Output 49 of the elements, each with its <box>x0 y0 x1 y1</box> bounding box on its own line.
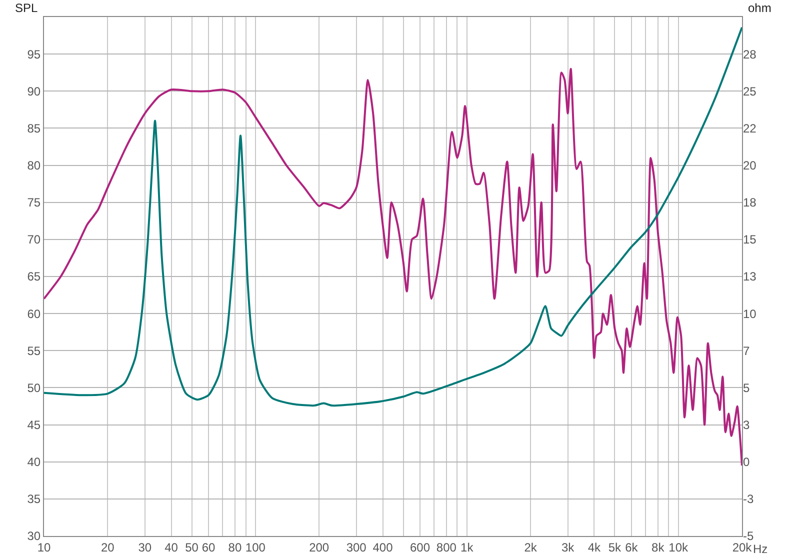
x-tick-label: 4k <box>588 540 602 554</box>
y-tick-label: 85 <box>27 121 41 136</box>
y-tick-label: 60 <box>27 306 41 321</box>
y2-tick-label: 25 <box>743 84 757 98</box>
y-tick-label: 35 <box>27 492 41 506</box>
y2-tick-label: 20 <box>743 158 757 172</box>
y2-tick-label: 3 <box>743 418 750 432</box>
x-tick-label: 600 <box>410 540 430 554</box>
y2-tick-label: -3 <box>743 492 754 506</box>
x-tick-label: 10k <box>668 540 690 554</box>
x-tick-label: 80 <box>228 540 242 554</box>
y-tick-label: 45 <box>27 418 41 432</box>
y-tick-label: 40 <box>27 455 41 470</box>
y-tick-label: 55 <box>27 344 41 358</box>
y2-tick-label: 22 <box>743 121 757 136</box>
x-tick-label: 1k <box>460 540 474 554</box>
y-axis-title: SPL <box>15 1 38 15</box>
x-tick-label: 8k <box>652 540 666 554</box>
x-tick-label: 60 <box>202 540 216 554</box>
y-tick-label: 90 <box>27 84 41 98</box>
y-tick-label: 65 <box>27 270 41 284</box>
x-tick-label: 2k <box>524 540 538 554</box>
y-tick-label: 75 <box>27 196 41 210</box>
y2-tick-label: 28 <box>743 47 757 62</box>
y2-tick-label: 13 <box>743 270 757 284</box>
x-axis-title: Hz <box>753 542 768 556</box>
y2-tick-label: 5 <box>743 380 750 395</box>
y2-tick-label: 10 <box>743 306 757 321</box>
x-tick-label: 200 <box>309 540 330 554</box>
x-tick-label: 300 <box>346 540 367 554</box>
y2-tick-label: 0 <box>743 455 750 470</box>
x-tick-label: 3k <box>561 540 576 554</box>
x-tick-label: 5k <box>608 540 622 554</box>
y2-tick-label: 7 <box>743 344 750 358</box>
x-tick-label: 800 <box>436 540 457 554</box>
x-tick-label: 6k <box>625 540 639 554</box>
y-tick-label: 95 <box>27 47 41 62</box>
y-tick-label: 50 <box>27 380 41 395</box>
y-tick-label: 80 <box>27 158 41 172</box>
x-tick-label: 100 <box>245 540 266 554</box>
y2-tick-label: 18 <box>743 196 757 210</box>
x-tick-label: 30 <box>138 540 152 554</box>
x-tick-label: 50 <box>185 540 199 554</box>
y2-tick-label: 15 <box>743 232 757 247</box>
y2-axis-title: ohm <box>748 1 772 15</box>
x-tick-label: 400 <box>372 540 394 554</box>
x-tick-label: 20 <box>100 540 115 554</box>
x-tick-label: 40 <box>164 540 178 554</box>
y-tick-label: 70 <box>27 232 41 247</box>
